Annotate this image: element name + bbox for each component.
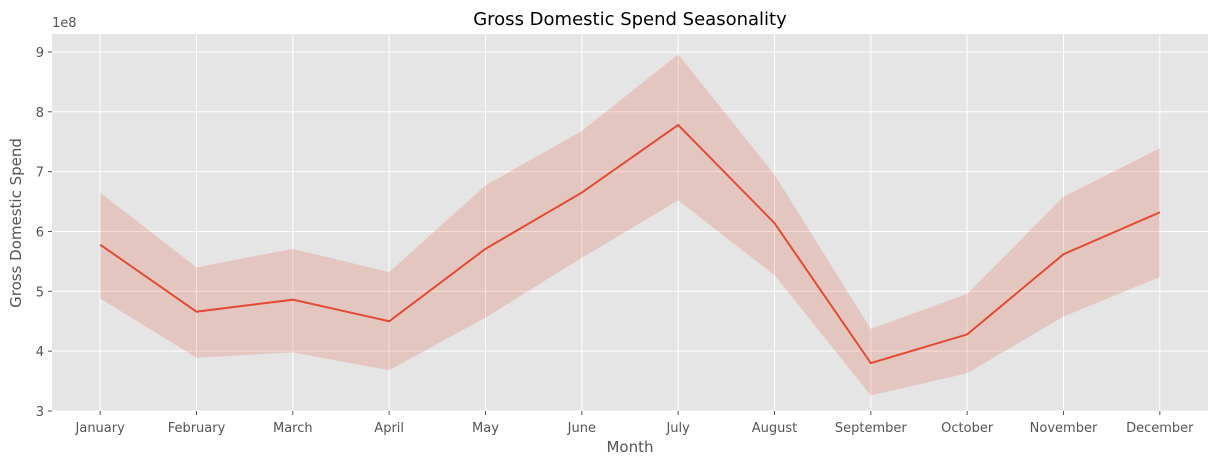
y-tick-label: 5: [36, 285, 44, 300]
x-tick-label: May: [472, 421, 499, 436]
x-tick-label: June: [567, 421, 596, 436]
x-axis-title: Month: [606, 438, 653, 456]
x-tick-label: February: [168, 421, 226, 436]
y-tick-labels: 3 4 5 6 7 8 9: [36, 46, 52, 420]
x-tick-label: December: [1126, 421, 1194, 436]
y-tick-label: 7: [36, 166, 44, 181]
x-tick-label: March: [273, 421, 313, 436]
y-tick-label: 9: [36, 46, 44, 61]
y-offset-label: 1e8: [52, 16, 77, 31]
x-tick-label: October: [941, 421, 994, 436]
y-tick-label: 8: [36, 106, 44, 121]
x-tick-label: January: [75, 421, 126, 436]
series-line: [99, 123, 1161, 365]
x-tick-label: July: [665, 421, 690, 436]
y-tick-label: 6: [36, 225, 44, 240]
y-tick-label: 4: [36, 345, 44, 360]
gridlines: [52, 34, 1208, 412]
x-tick-label: August: [752, 421, 798, 436]
x-tick-label: April: [374, 421, 404, 436]
y-axis-title: Gross Domestic Spend: [7, 138, 25, 308]
plot-background: [52, 34, 1208, 411]
y-tick-label: 3: [36, 405, 44, 420]
confidence-band: [100, 54, 1160, 396]
x-tick-label: November: [1030, 421, 1098, 436]
x-tick-labels: January February March April May June July Augu…: [75, 411, 1194, 436]
chart-title: Gross Domestic Spend Seasonality: [473, 9, 787, 30]
x-tick-label: September: [835, 421, 908, 436]
